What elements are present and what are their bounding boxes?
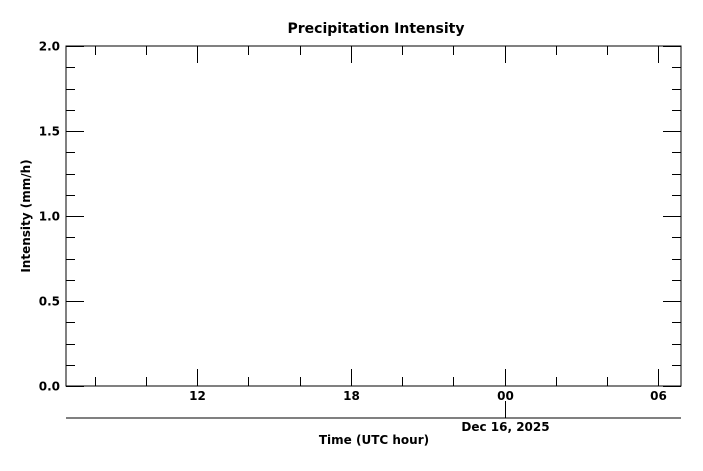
x-tick-label: 00 [497, 389, 514, 403]
x-tick-label: 18 [343, 389, 360, 403]
y-tick-label: 0.5 [39, 295, 60, 309]
y-tick-label: 2.0 [39, 40, 60, 54]
y-tick-label: 1.5 [39, 125, 60, 139]
x-tick-label: 12 [189, 389, 206, 403]
plot-frame [65, 45, 682, 387]
y-tick-label: 0.0 [39, 380, 60, 394]
chart-title: Precipitation Intensity [288, 21, 465, 37]
x-axis-label: Time (UTC hour) [319, 433, 429, 447]
date-marker-label: Dec 16, 2025 [461, 420, 549, 434]
y-axis-label: Intensity (mm/h) [19, 159, 33, 272]
x-tick-label: 06 [650, 389, 667, 403]
y-tick-label: 1.0 [39, 210, 60, 224]
